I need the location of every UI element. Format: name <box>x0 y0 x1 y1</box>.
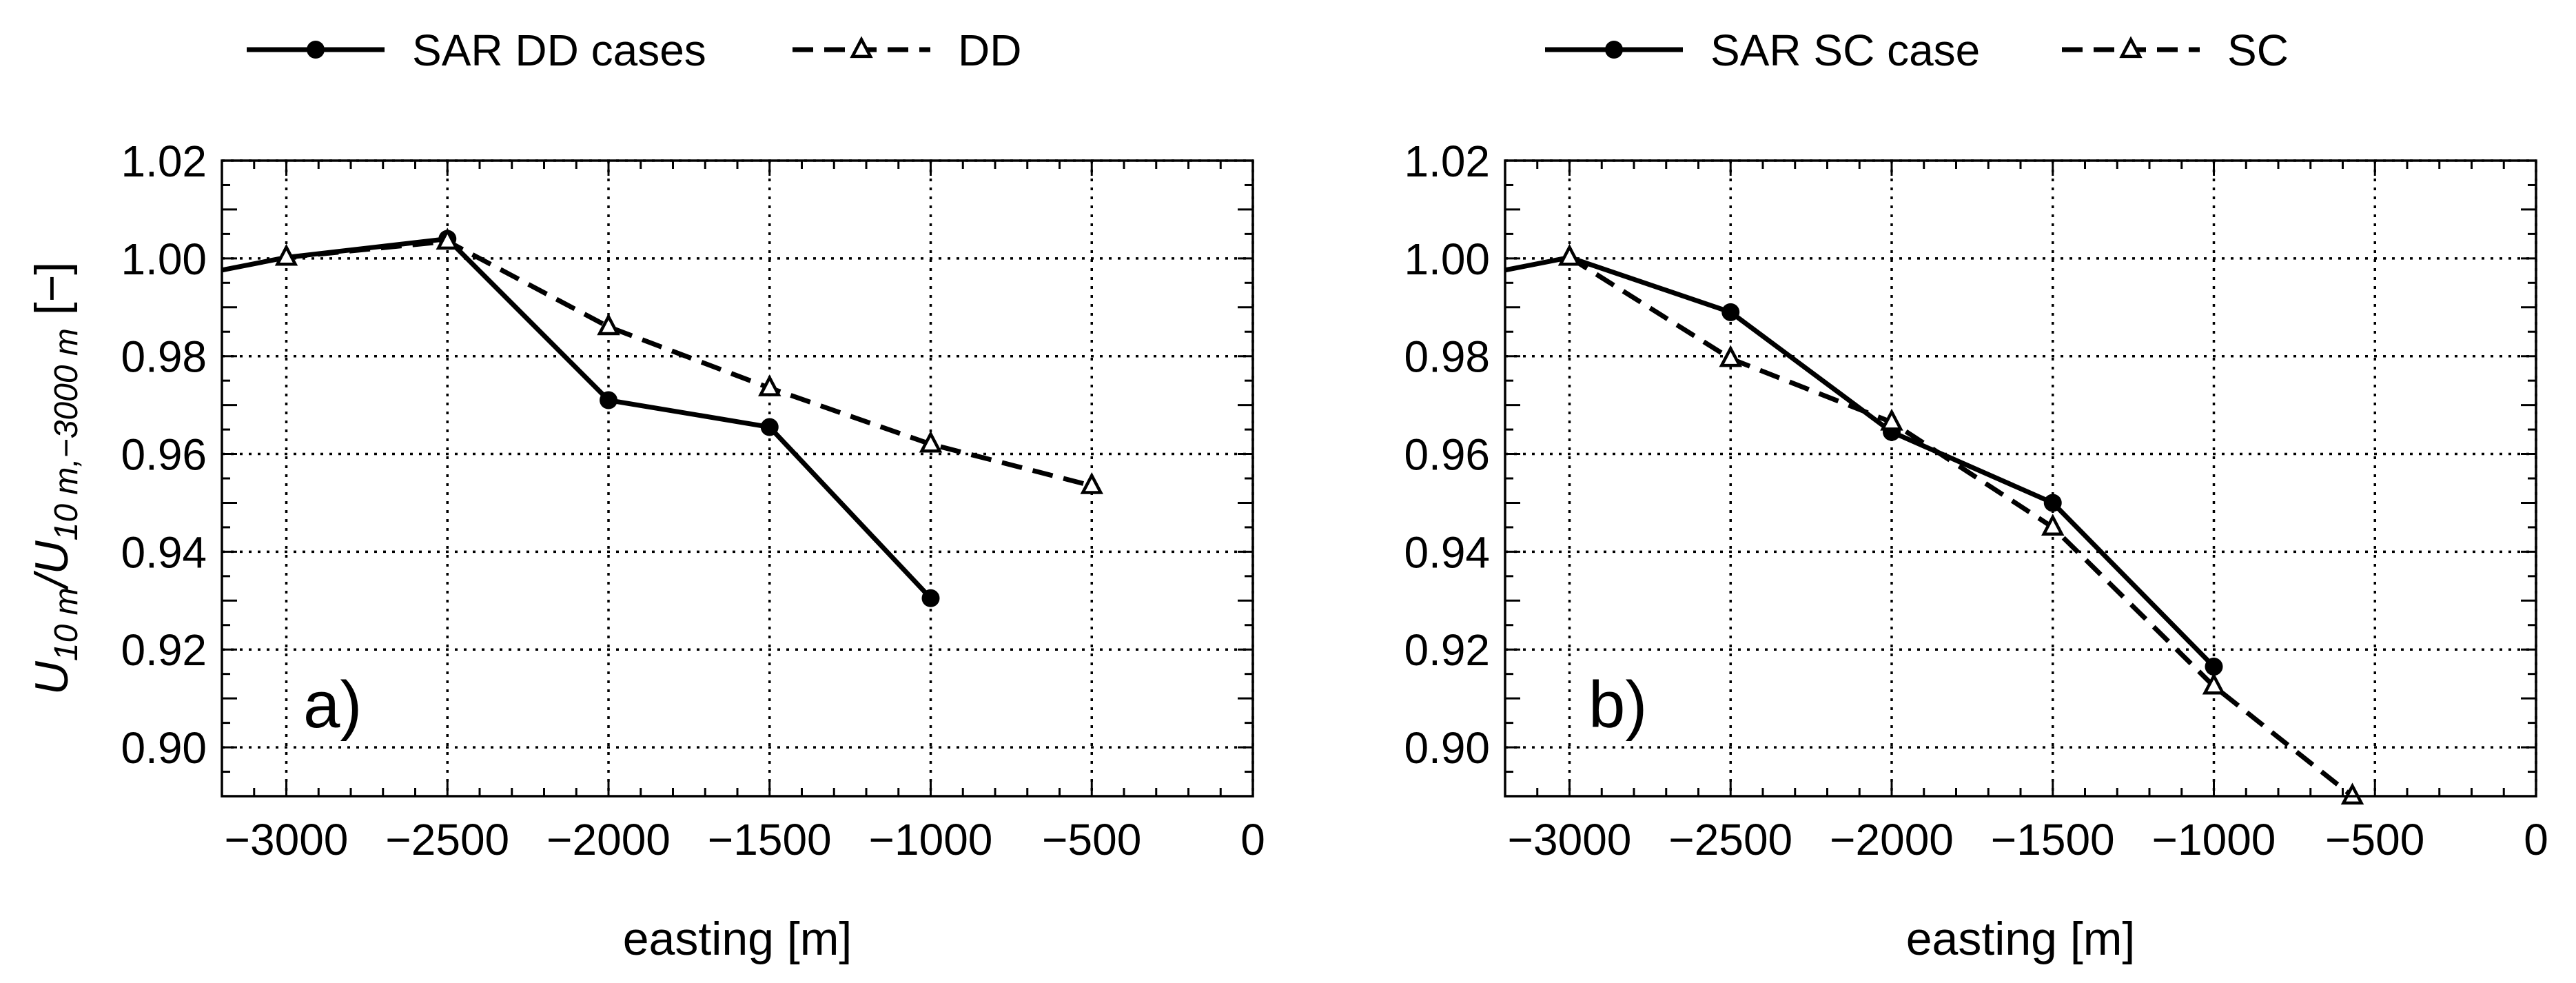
y-tick-label: 1.00 <box>1404 234 1490 284</box>
series-line-sar-dd-cases <box>222 236 933 600</box>
panel-label: a) <box>303 668 362 742</box>
x-tick-label: −500 <box>2325 815 2424 864</box>
data-point <box>1880 408 1903 431</box>
panel-label: b) <box>1588 668 1647 742</box>
x-tick-label: −2000 <box>1830 815 1954 864</box>
legend: SAR DD cases DD <box>247 26 1021 75</box>
x-tick-label: −2500 <box>385 815 509 864</box>
y-tick-label: 0.92 <box>1404 625 1490 675</box>
data-point <box>2205 658 2223 676</box>
data-point <box>2340 782 2364 805</box>
y-label-part: [−] <box>25 262 78 328</box>
panel-a: −3000 −2500 −2000 −1500 −1000 −500 0 0.90 0.92 0.… <box>121 26 1265 965</box>
ticks <box>221 159 1254 798</box>
y-tick-label: 0.96 <box>121 430 207 480</box>
y-tick-label: 1.02 <box>1404 136 1490 186</box>
data-point <box>436 227 459 250</box>
legend-label: SC <box>2227 26 2289 75</box>
panel-b: −3000 −2500 −2000 −1500 −1000 −500 0 0.90 0.92 0.… <box>1404 26 2548 965</box>
y-label-part: /U <box>25 540 78 590</box>
y-tick-label: 0.94 <box>1404 527 1490 577</box>
data-point <box>597 313 620 336</box>
x-tick-label: −3000 <box>1508 815 1632 864</box>
y-tick-label: 0.90 <box>121 723 207 773</box>
data-point <box>1557 243 1582 266</box>
y-label-subscript: 10 m <box>48 587 85 661</box>
x-tick-label: −1500 <box>708 815 832 864</box>
y-tick-label: 0.98 <box>1404 332 1490 382</box>
data-point <box>758 374 781 396</box>
y-tick-label: 1.00 <box>121 234 207 284</box>
x-tick-label: −2000 <box>546 815 671 864</box>
x-tick-label: 0 <box>1240 815 1265 864</box>
data-point <box>760 418 779 436</box>
legend-marker <box>307 41 325 59</box>
legend-label: DD <box>958 26 1021 75</box>
legend: SAR SC case SC <box>1545 26 2289 75</box>
y-axis-label: U10 m/U10 m,−3000 m [−] <box>25 262 85 695</box>
plot-frame <box>221 159 1254 798</box>
legend-marker <box>1605 41 1623 59</box>
y-label-part: U <box>25 660 78 695</box>
data-point <box>2043 494 2062 512</box>
series-line-sar-sc-case <box>1505 254 2216 669</box>
y-tick-label: 0.94 <box>121 527 207 577</box>
y-tick-label: 0.98 <box>121 332 207 382</box>
x-tick-label: −1500 <box>1991 815 2115 864</box>
legend-label: SAR DD cases <box>412 26 706 75</box>
x-axis-label: easting [m] <box>1906 913 2136 965</box>
y-tick-label: 0.90 <box>1404 723 1490 773</box>
grid <box>222 159 1254 796</box>
x-tick-label: −1000 <box>869 815 993 864</box>
y-label-subscript: 10 m,−3000 m <box>48 328 85 540</box>
series <box>1505 254 2354 796</box>
data-point <box>274 243 298 266</box>
y-tick-label: 0.96 <box>1404 430 1490 480</box>
legend-marker <box>2119 36 2143 59</box>
grid <box>1505 159 2537 796</box>
x-axis-label: easting [m] <box>623 913 852 965</box>
markers <box>274 227 1103 607</box>
data-point <box>921 589 940 607</box>
x-tick-label: −1000 <box>2152 815 2276 864</box>
x-tick-label: −2500 <box>1668 815 1792 864</box>
series-line-dd <box>286 239 1093 489</box>
series <box>222 236 1093 600</box>
x-tick-label: −3000 <box>225 815 349 864</box>
data-point <box>1719 345 1742 367</box>
x-tick-label: 0 <box>2524 815 2548 864</box>
x-tick-label: −500 <box>1042 815 1141 864</box>
ticks <box>1504 159 2537 798</box>
y-axis-label-text: U10 m/U10 m,−3000 m [−] <box>25 262 85 695</box>
data-point <box>1721 303 1740 321</box>
data-point <box>919 430 943 453</box>
data-point <box>600 391 617 409</box>
data-point <box>2041 514 2065 536</box>
data-point <box>2202 672 2226 695</box>
legend-marker <box>850 36 873 59</box>
y-tick-label: 0.92 <box>121 625 207 675</box>
y-tick-label: 1.02 <box>121 136 207 186</box>
series-line-sc <box>1568 255 2354 796</box>
data-point <box>1080 472 1103 494</box>
legend-label: SAR SC case <box>1710 26 1980 75</box>
markers <box>1557 243 2364 805</box>
plot-frame <box>1504 159 2537 798</box>
